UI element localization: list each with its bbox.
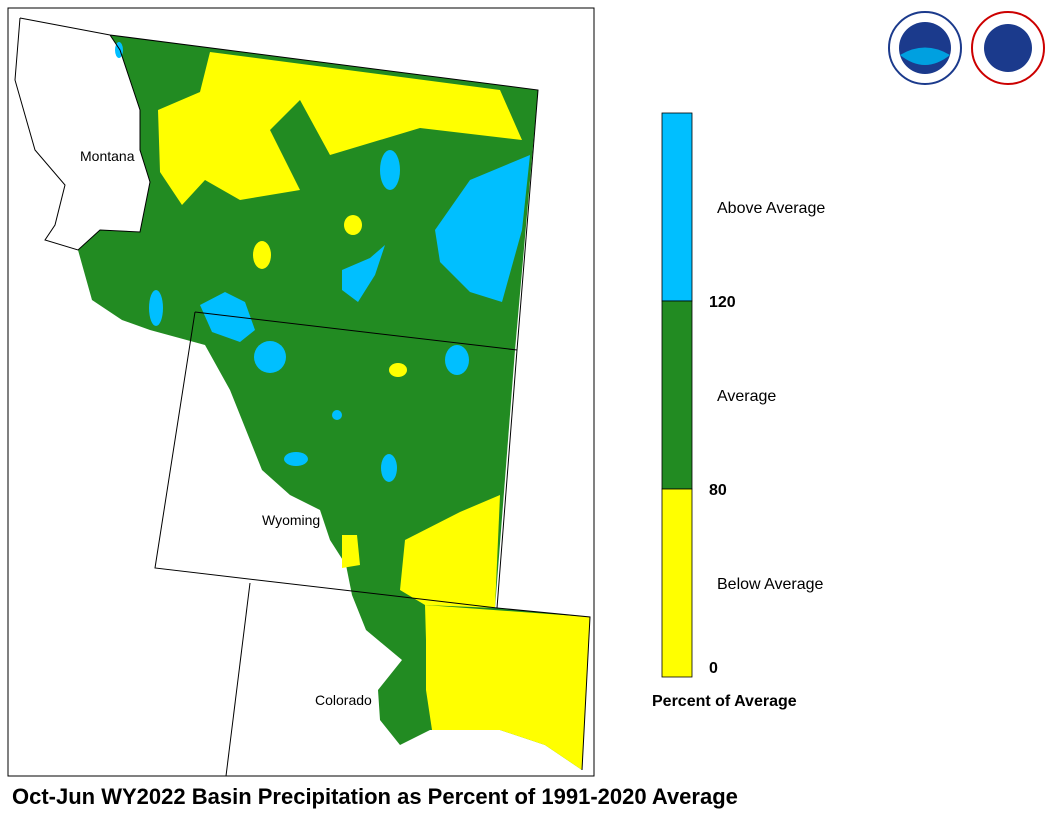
legend-tick-label: 120 [709, 294, 736, 311]
state-label: Wyoming [262, 512, 320, 528]
below-average-regions [158, 52, 590, 770]
state-label: Montana [80, 148, 135, 164]
legend-label: Below Average [717, 576, 824, 593]
state-line [14, 17, 151, 251]
nws-logo [984, 24, 1032, 72]
state-line [19, 17, 539, 609]
legend-swatch [661, 112, 693, 302]
legend-label: Above Average [717, 200, 825, 217]
noaa-logo [900, 47, 950, 65]
legend-swatch [661, 300, 693, 490]
state-line [194, 311, 518, 351]
legend: Percent of Average Above Average Average B… [652, 112, 825, 710]
legend-tick-label: 0 [709, 660, 718, 677]
legend-title: Percent of Average [652, 693, 797, 710]
state-label: Colorado [315, 692, 372, 708]
title: Oct-Jun WY2022 Basin Precipitation as Pe… [12, 784, 738, 809]
state-line [154, 311, 591, 771]
map: Montana Wyoming Colorado [14, 17, 591, 777]
above-average-regions [115, 42, 530, 482]
logos [888, 11, 1045, 85]
legend-label: Average [717, 388, 776, 405]
legend-tick-label: 80 [709, 482, 727, 499]
state-line [225, 582, 251, 777]
legend-swatch [661, 488, 693, 678]
